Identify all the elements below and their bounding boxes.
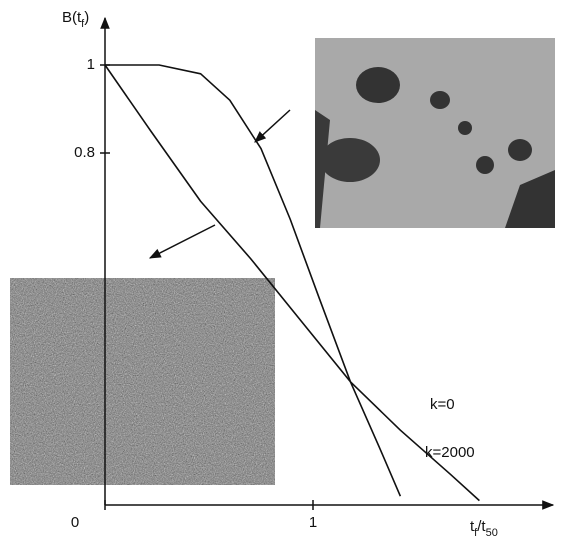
label-part: f (474, 527, 478, 539)
arrow (148, 224, 216, 259)
curve (105, 64, 402, 497)
label-part: f (81, 18, 85, 30)
inset-top-right (315, 38, 555, 228)
label-part: /t (477, 518, 486, 535)
label-part: B(t (62, 9, 82, 26)
x-axis-label: tf/t50 (470, 518, 498, 539)
curve (104, 64, 480, 502)
series-label: k=2000 (425, 444, 475, 461)
y-tick-label: 0.8 (74, 144, 95, 161)
label-part: ) (84, 9, 89, 26)
series-label: k=0 (430, 396, 455, 413)
arrow (254, 109, 291, 143)
inset-bottom-left (10, 278, 275, 485)
x-tick-label: 0 (71, 514, 79, 531)
y-tick-label: 1 (87, 56, 95, 73)
label-part: t (470, 518, 475, 535)
x-tick-label: 1 (309, 514, 317, 531)
label-part: 50 (486, 527, 498, 539)
y-axis-label: B(tf) (62, 9, 89, 30)
